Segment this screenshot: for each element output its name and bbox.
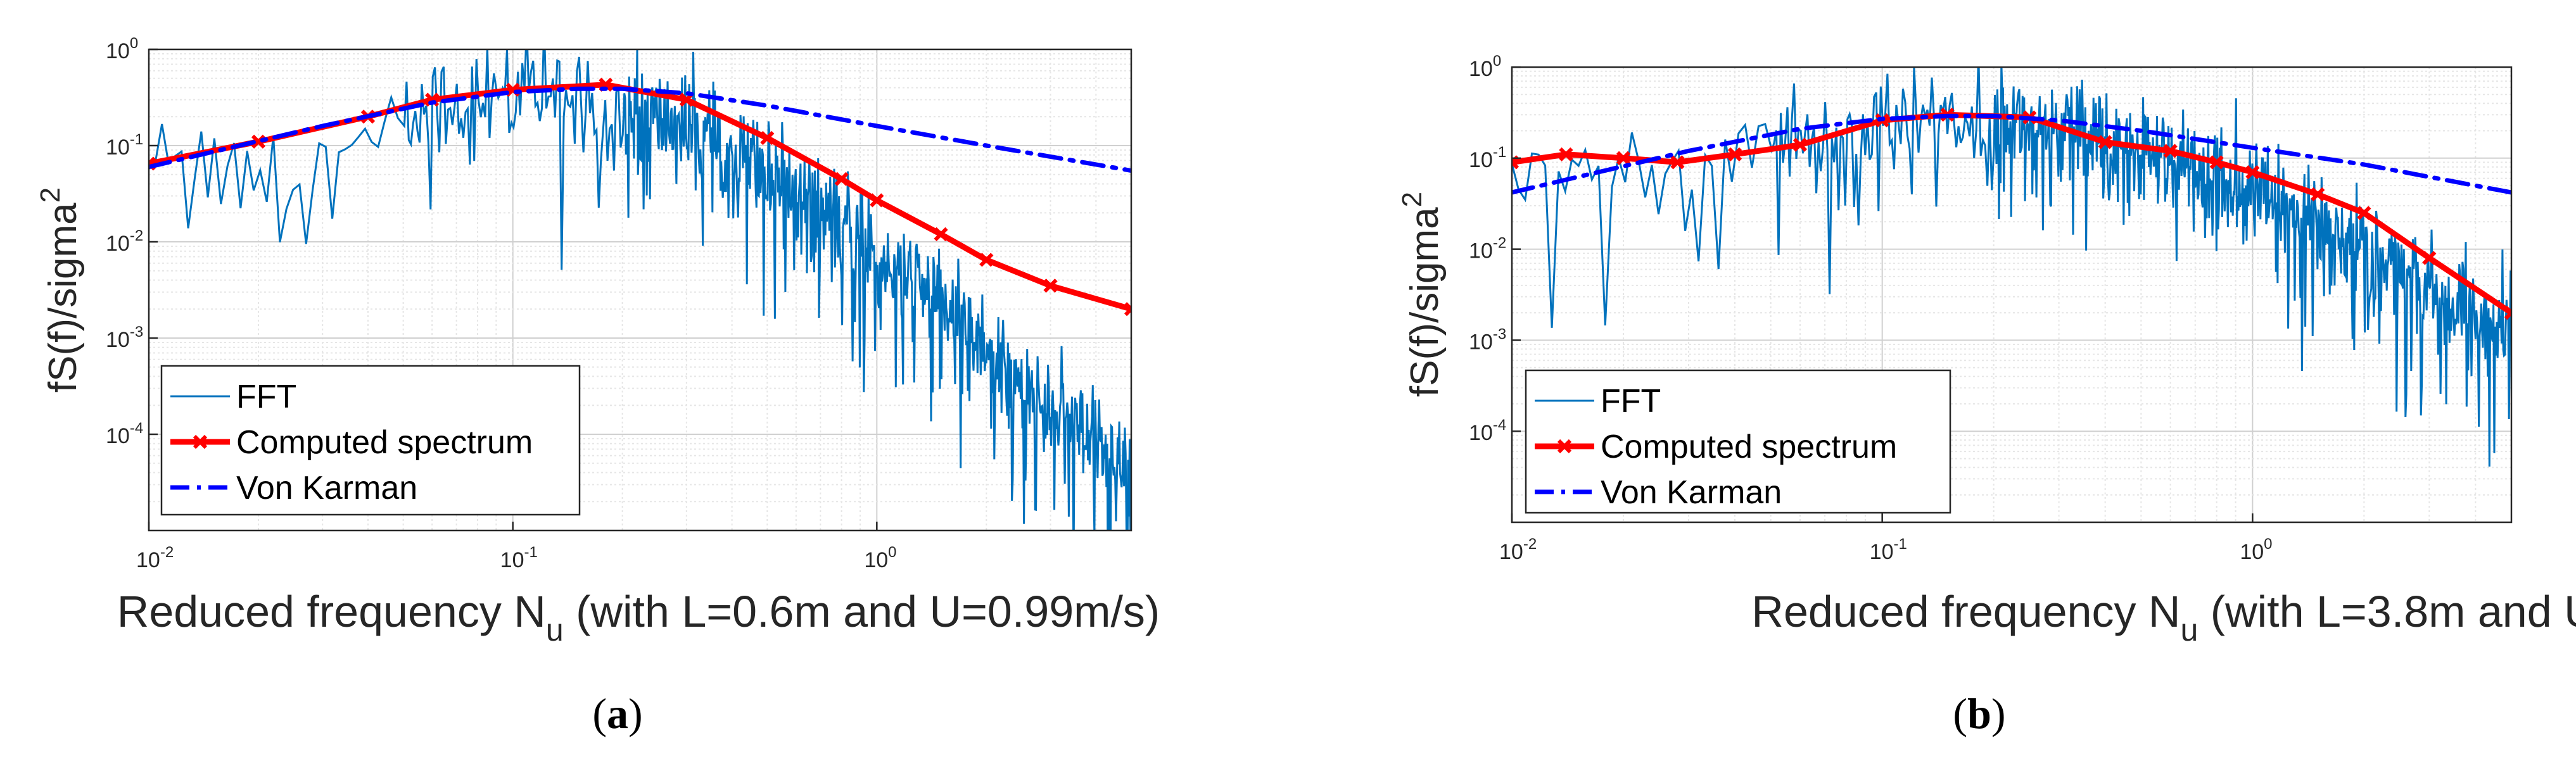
legend-box bbox=[1525, 369, 1951, 514]
y-tick-label: 10-2 bbox=[106, 227, 143, 256]
y-tick-label: 10-1 bbox=[106, 131, 143, 160]
computed-spectrum-marker bbox=[2098, 135, 2112, 149]
computed-spectrum-marker bbox=[1559, 147, 1573, 161]
computed-spectrum-marker bbox=[870, 193, 884, 208]
x-tick-label: 10-2 bbox=[136, 544, 174, 572]
y-tick-label: 10-1 bbox=[1469, 144, 1506, 172]
panel-caption: (a) bbox=[592, 689, 642, 738]
computed-spectrum-marker bbox=[979, 253, 994, 267]
y-tick-label: 10-3 bbox=[1469, 325, 1506, 354]
computed-spectrum-marker bbox=[1616, 151, 1631, 165]
series-fft-line bbox=[149, 49, 1131, 531]
y-axis-title: fS(f)/sigma2 bbox=[35, 187, 85, 392]
y-tick-label: 100 bbox=[1469, 53, 1501, 81]
series-von-karman-line bbox=[1512, 113, 2511, 195]
computed-spectrum-marker bbox=[2357, 206, 2371, 220]
computed-spectrum-marker bbox=[2504, 305, 2511, 320]
y-tick-label: 10-3 bbox=[106, 323, 143, 352]
x-tick-label: 10-2 bbox=[1499, 536, 1537, 564]
y-tick-label: 10-4 bbox=[106, 420, 143, 448]
computed-spectrum-marker bbox=[760, 130, 775, 146]
computed-spectrum-marker bbox=[2245, 165, 2260, 180]
computed-spectrum-marker bbox=[2311, 187, 2325, 202]
legend-marker bbox=[193, 434, 208, 449]
computed-spectrum-marker bbox=[934, 227, 948, 242]
series-von-karman-line bbox=[149, 86, 1131, 173]
chart-panel-b: 10-2 10-1 100 10-4 10-3 10-2 10-1 100 fS(f)/sigm… bbox=[1397, 53, 2576, 738]
y-axis-title: fS(f)/sigma2 bbox=[1397, 192, 1447, 397]
legend-label: Computed spectrum bbox=[236, 424, 533, 461]
series-fft-line bbox=[1512, 67, 2511, 467]
y-tick-label: 10-4 bbox=[1469, 417, 1506, 445]
y-tick-label: 100 bbox=[106, 35, 138, 63]
legend-label: FFT bbox=[236, 379, 296, 415]
legend: FFT Computed spectrum Von Karman bbox=[160, 365, 581, 516]
plot-series bbox=[149, 49, 1131, 531]
computed-spectrum-marker bbox=[2209, 155, 2224, 170]
legend-label: Von Karman bbox=[1601, 474, 1782, 511]
y-tick-label: 10-2 bbox=[1469, 235, 1506, 263]
computed-spectrum-marker bbox=[2422, 251, 2437, 265]
legend-marker bbox=[1557, 439, 1572, 454]
computed-spectrum-marker bbox=[251, 134, 266, 149]
computed-spectrum-marker bbox=[1792, 137, 1808, 152]
computed-spectrum-marker bbox=[2163, 144, 2178, 158]
computed-spectrum-marker bbox=[1124, 302, 1131, 317]
plot-series bbox=[1512, 67, 2511, 467]
legend-label: Computed spectrum bbox=[1601, 429, 1897, 465]
x-tick-label: 10-1 bbox=[1870, 536, 1907, 564]
computed-spectrum-marker bbox=[1043, 279, 1058, 293]
axes-box bbox=[148, 48, 1133, 532]
legend-label: FFT bbox=[1601, 383, 1661, 420]
computed-spectrum-marker bbox=[1670, 155, 1685, 170]
legend: FFT Computed spectrum Von Karman bbox=[1525, 369, 1951, 514]
legend-label: Von Karman bbox=[236, 470, 417, 506]
panel-caption: (b) bbox=[1953, 689, 2005, 738]
chart-panel-a: 10-2 10-1 100 10-4 10-3 10-2 10-1 100 fS(f)/sigm… bbox=[35, 35, 1160, 738]
axes-box bbox=[1511, 66, 2513, 524]
x-tick-label: 10-1 bbox=[500, 544, 538, 572]
x-tick-label: 100 bbox=[864, 544, 896, 572]
x-axis-title: Reduced frequency Nu (with L=0.6m and U=… bbox=[117, 587, 1160, 648]
computed-spectrum-marker bbox=[1727, 147, 1742, 161]
computed-spectrum-marker bbox=[834, 172, 849, 186]
legend-box bbox=[160, 365, 581, 516]
x-tick-label: 100 bbox=[2240, 536, 2272, 564]
x-axis-title: Reduced frequency Nu (with L=3.8m and U=… bbox=[1751, 587, 2576, 648]
